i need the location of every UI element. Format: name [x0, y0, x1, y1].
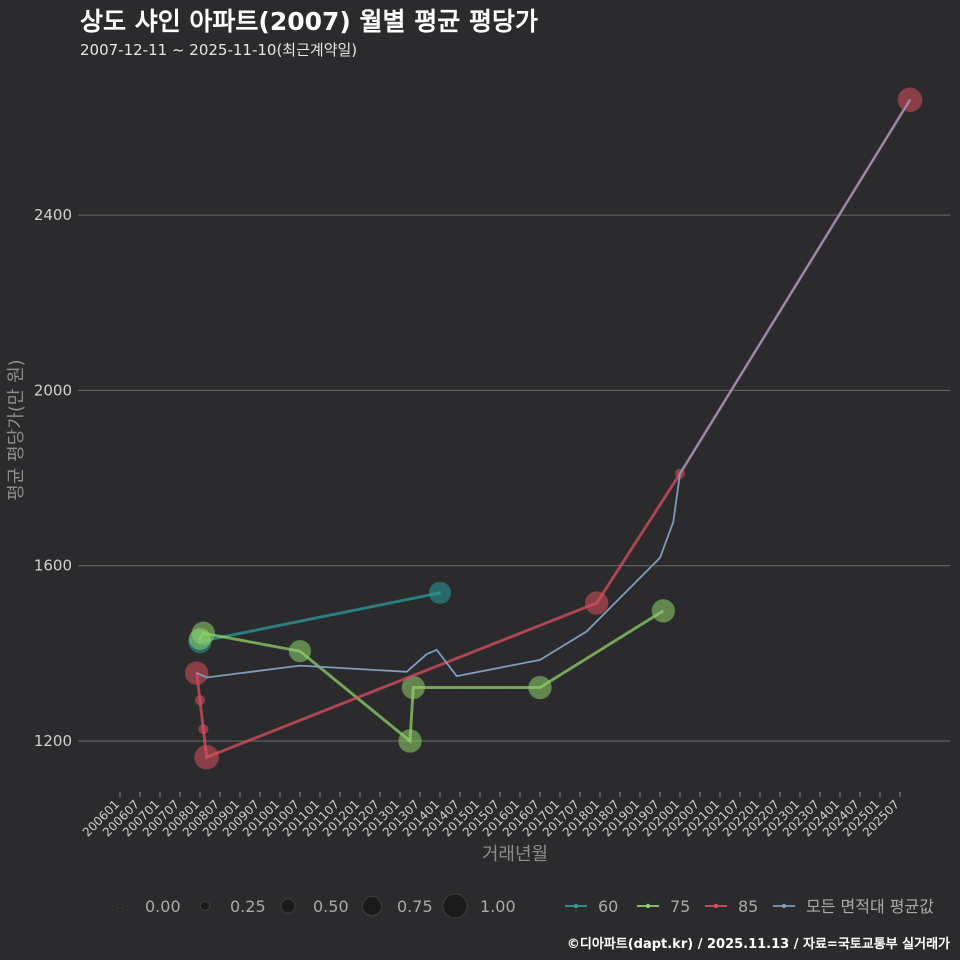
series-legend-item: 75	[637, 897, 690, 916]
series-legend-item: 85	[705, 897, 758, 916]
size-legend-dot	[442, 893, 468, 919]
legend: 0.00 0.25 0.50 0.75 1.00 60 75 85 모든 면적대 평균값	[117, 893, 934, 919]
source-footer: ©디아파트(dapt.kr) / 2025.11.13 / 자료=국토교통부 실…	[567, 936, 950, 952]
size-legend-dot	[200, 901, 210, 911]
data-point	[288, 640, 312, 663]
series-legend-item: 모든 면적대 평균값	[773, 897, 934, 916]
size-legend-label: 0.25	[230, 897, 266, 916]
data-point	[184, 661, 209, 685]
size-legend-item: 0.25	[200, 897, 266, 916]
size-legend-label: 1.00	[480, 897, 516, 916]
series-average	[196, 99, 911, 679]
size-legend-label: 0.75	[397, 897, 433, 916]
y-tick-label: 2000	[34, 381, 72, 399]
y-axis-ticks: 1200 1600 2000 2400	[34, 206, 72, 750]
series-line	[198, 591, 442, 643]
chart-title: 상도 샤인 아파트(2007) 월별 평균 평당가	[80, 7, 538, 36]
series-legend-label: 85	[738, 897, 758, 916]
legend-dot	[573, 903, 579, 909]
size-legend-dot	[362, 896, 382, 916]
y-axis-label: 평균 평당가(만 원)	[6, 359, 27, 500]
average-line	[196, 99, 911, 679]
size-legend-dot	[117, 903, 123, 909]
data-point	[191, 621, 216, 645]
series-legend-label: 60	[598, 897, 618, 916]
data-point	[198, 724, 209, 735]
series-line	[198, 609, 665, 745]
y-tick-label: 1200	[34, 732, 72, 750]
y-tick-label: 1600	[34, 557, 72, 575]
size-legend-item: 0.75	[362, 896, 433, 916]
y-tick-label: 2400	[34, 206, 72, 224]
series-60	[188, 581, 452, 654]
series-legend-label: 75	[670, 897, 690, 916]
data-point	[194, 744, 219, 770]
chart-subtitle: 2007-12-11 ~ 2025-11-10(최근계약일)	[80, 41, 357, 59]
plot-area	[184, 87, 923, 770]
x-axis-label: 거래년월	[482, 844, 548, 865]
grid-lines	[78, 214, 950, 742]
legend-dot	[645, 903, 651, 909]
size-legend-label: 0.00	[145, 897, 181, 916]
data-point	[651, 599, 676, 623]
data-point	[194, 695, 206, 706]
data-point	[398, 729, 422, 753]
series-legend-label: 모든 면적대 평균값	[806, 897, 934, 916]
legend-dot	[781, 903, 787, 909]
legend-dot	[713, 903, 719, 909]
size-legend-item: 0.00	[117, 897, 181, 916]
size-legend-label: 0.50	[313, 897, 349, 916]
size-legend-item: 1.00	[442, 893, 516, 919]
data-point	[584, 591, 609, 615]
series-legend-item: 60	[565, 897, 618, 916]
data-point	[428, 581, 452, 604]
data-point	[528, 675, 552, 700]
series-75	[188, 599, 676, 753]
x-axis-ticks: 2006012006072007012007072008012008072009…	[80, 792, 902, 840]
size-legend-dot	[280, 898, 296, 914]
size-legend-item: 0.50	[280, 897, 349, 916]
